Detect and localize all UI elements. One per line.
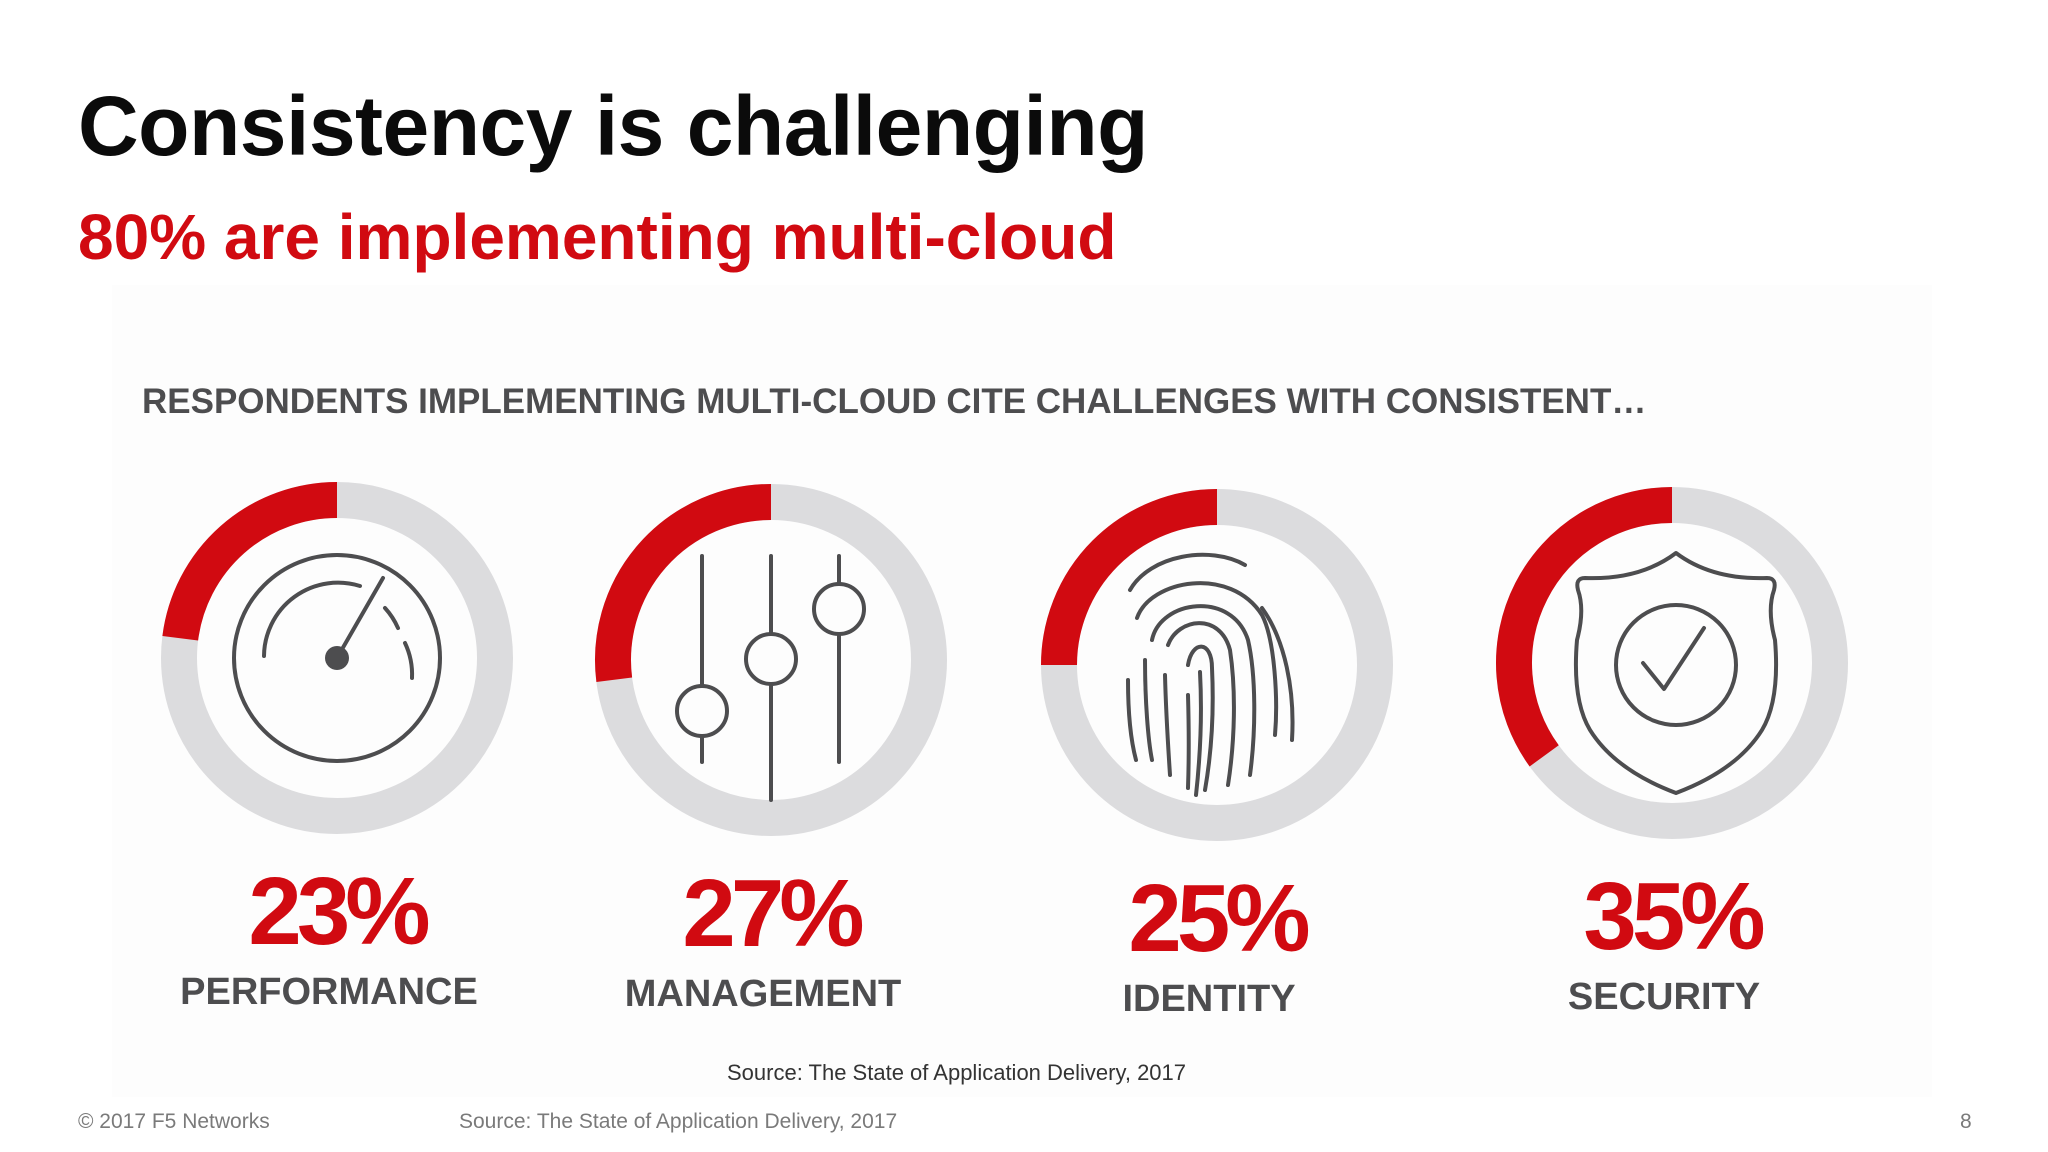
content-panel (112, 285, 1932, 1097)
page-subtitle: 80% are implementing multi-cloud (78, 201, 1117, 273)
donut-value-arc (1041, 489, 1218, 666)
chart-lead-text: RESPONDENTS IMPLEMENTING MULTI-CLOUD CIT… (142, 382, 1647, 421)
category-label: MANAGEMENT (625, 973, 902, 1015)
donut-group (161, 482, 1848, 841)
percent-label: 27% (682, 860, 862, 967)
percent-labels: 23% 27% 25% 35% (248, 858, 1768, 972)
category-label: PERFORMANCE (180, 971, 478, 1013)
page-title: Consistency is challenging (78, 79, 1148, 173)
page-number: 8 (1960, 1110, 1972, 1133)
category-labels: PERFORMANCE MANAGEMENT IDENTITY SECURITY (180, 971, 1760, 1020)
donut-value-arc (595, 484, 772, 683)
donut-value-arc (162, 482, 338, 641)
percent-label: 25% (1128, 865, 1308, 972)
percent-label: 35% (1583, 863, 1763, 970)
percent-label: 23% (248, 858, 428, 965)
category-label: IDENTITY (1122, 978, 1295, 1020)
donut-management (595, 484, 947, 836)
donut-identity (1041, 489, 1393, 841)
footer-copyright: © 2017 F5 Networks (78, 1110, 270, 1133)
donut-value-arc (1496, 487, 1673, 767)
donut-performance (161, 482, 513, 834)
fingerprint-icon (1126, 552, 1295, 797)
speedometer-icon (232, 553, 442, 763)
category-label: SECURITY (1568, 976, 1760, 1018)
donut-security (1496, 487, 1848, 839)
chart-source-note: Source: The State of Application Deliver… (727, 1060, 1187, 1085)
footer-source: Source: The State of Application Deliver… (459, 1110, 898, 1133)
sliders-icon (675, 554, 866, 802)
shield-check-icon (1573, 551, 1779, 795)
